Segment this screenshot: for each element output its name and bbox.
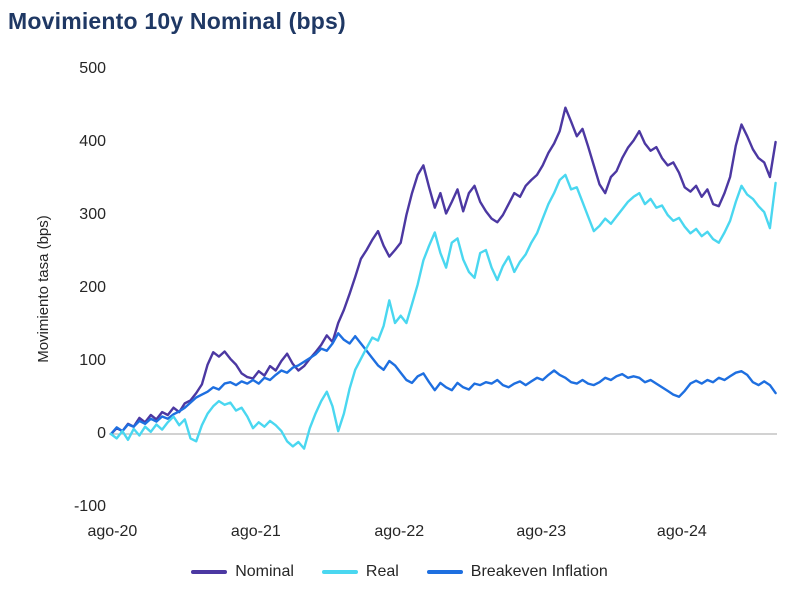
y-tick-label: 300 <box>79 206 106 223</box>
y-tick-label: 200 <box>79 279 106 296</box>
breakeven-line-swatch-icon <box>426 570 463 574</box>
y-tick-label: 500 <box>79 60 106 77</box>
x-tick-label: ago-20 <box>87 523 138 540</box>
y-tick-label: 100 <box>79 352 106 369</box>
series-line-nominal <box>109 106 777 436</box>
legend-item-nominal: Nominal <box>191 563 294 581</box>
real-line-swatch-icon <box>321 570 358 574</box>
legend-label-nominal: Nominal <box>235 563 294 580</box>
series-line-breakeven-inflation <box>109 332 777 436</box>
legend-item-breakeven: Breakeven Inflation <box>426 563 608 581</box>
x-tick-label: ago-24 <box>656 523 707 540</box>
y-tick-label: 400 <box>79 133 106 150</box>
legend-item-real: Real <box>321 563 399 581</box>
nominal-line-swatch-icon <box>191 570 228 574</box>
y-tick-label: -100 <box>73 498 106 515</box>
legend-label-breakeven: Breakeven Inflation <box>470 563 608 580</box>
series-line-real <box>109 173 777 450</box>
x-tick-label: ago-22 <box>374 523 425 540</box>
x-tick-label: ago-21 <box>230 523 281 540</box>
y-tick-label: 0 <box>97 425 106 442</box>
chart-title: Movimiento 10y Nominal (bps) <box>8 8 346 34</box>
legend: Nominal Real Breakeven Inflation <box>0 563 799 581</box>
legend-label-real: Real <box>365 563 399 580</box>
x-tick-label: ago-23 <box>516 523 567 540</box>
